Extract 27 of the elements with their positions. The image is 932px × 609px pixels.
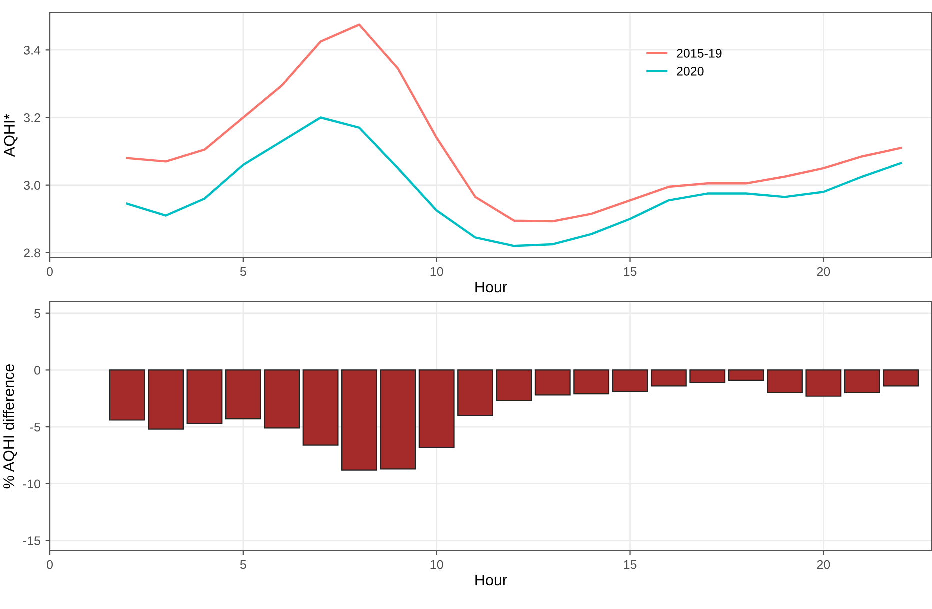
y-tick-label: 5 (34, 309, 40, 318)
y-tick-label: -15 (23, 536, 40, 546)
line-series (126, 24, 902, 223)
line-series (126, 116, 902, 248)
x-tick-label: 5 (240, 267, 246, 276)
x-tick-label: 5 (240, 560, 246, 570)
x-tick-label: 0 (47, 560, 53, 570)
y-tick-label: 3.4 (24, 46, 41, 55)
y-tick-label: 2.8 (24, 248, 40, 258)
legend-label: 2015-19 (677, 49, 722, 58)
x-axis-title: Hour (476, 282, 508, 293)
y-tick-label: 3.2 (24, 114, 40, 122)
x-axis-title: Hour (476, 575, 508, 586)
x-tick-label: 20 (817, 267, 830, 276)
y-axis-title: AQHI* (4, 114, 18, 158)
x-tick-label: 15 (624, 560, 637, 570)
legend-label: 2020 (677, 66, 704, 76)
x-tick-label: 10 (430, 560, 444, 570)
y-tick-label: -5 (30, 423, 40, 432)
x-tick-label: 0 (47, 267, 53, 276)
y-axis-title: % AQHI difference (3, 364, 18, 489)
x-tick-label: 15 (624, 267, 637, 276)
y-tick-label: -10 (23, 480, 40, 489)
y-tick-label: 3.0 (24, 181, 40, 190)
y-tick-label: 0 (34, 366, 40, 375)
x-tick-label: 10 (430, 267, 444, 276)
x-tick-label: 20 (817, 560, 830, 570)
